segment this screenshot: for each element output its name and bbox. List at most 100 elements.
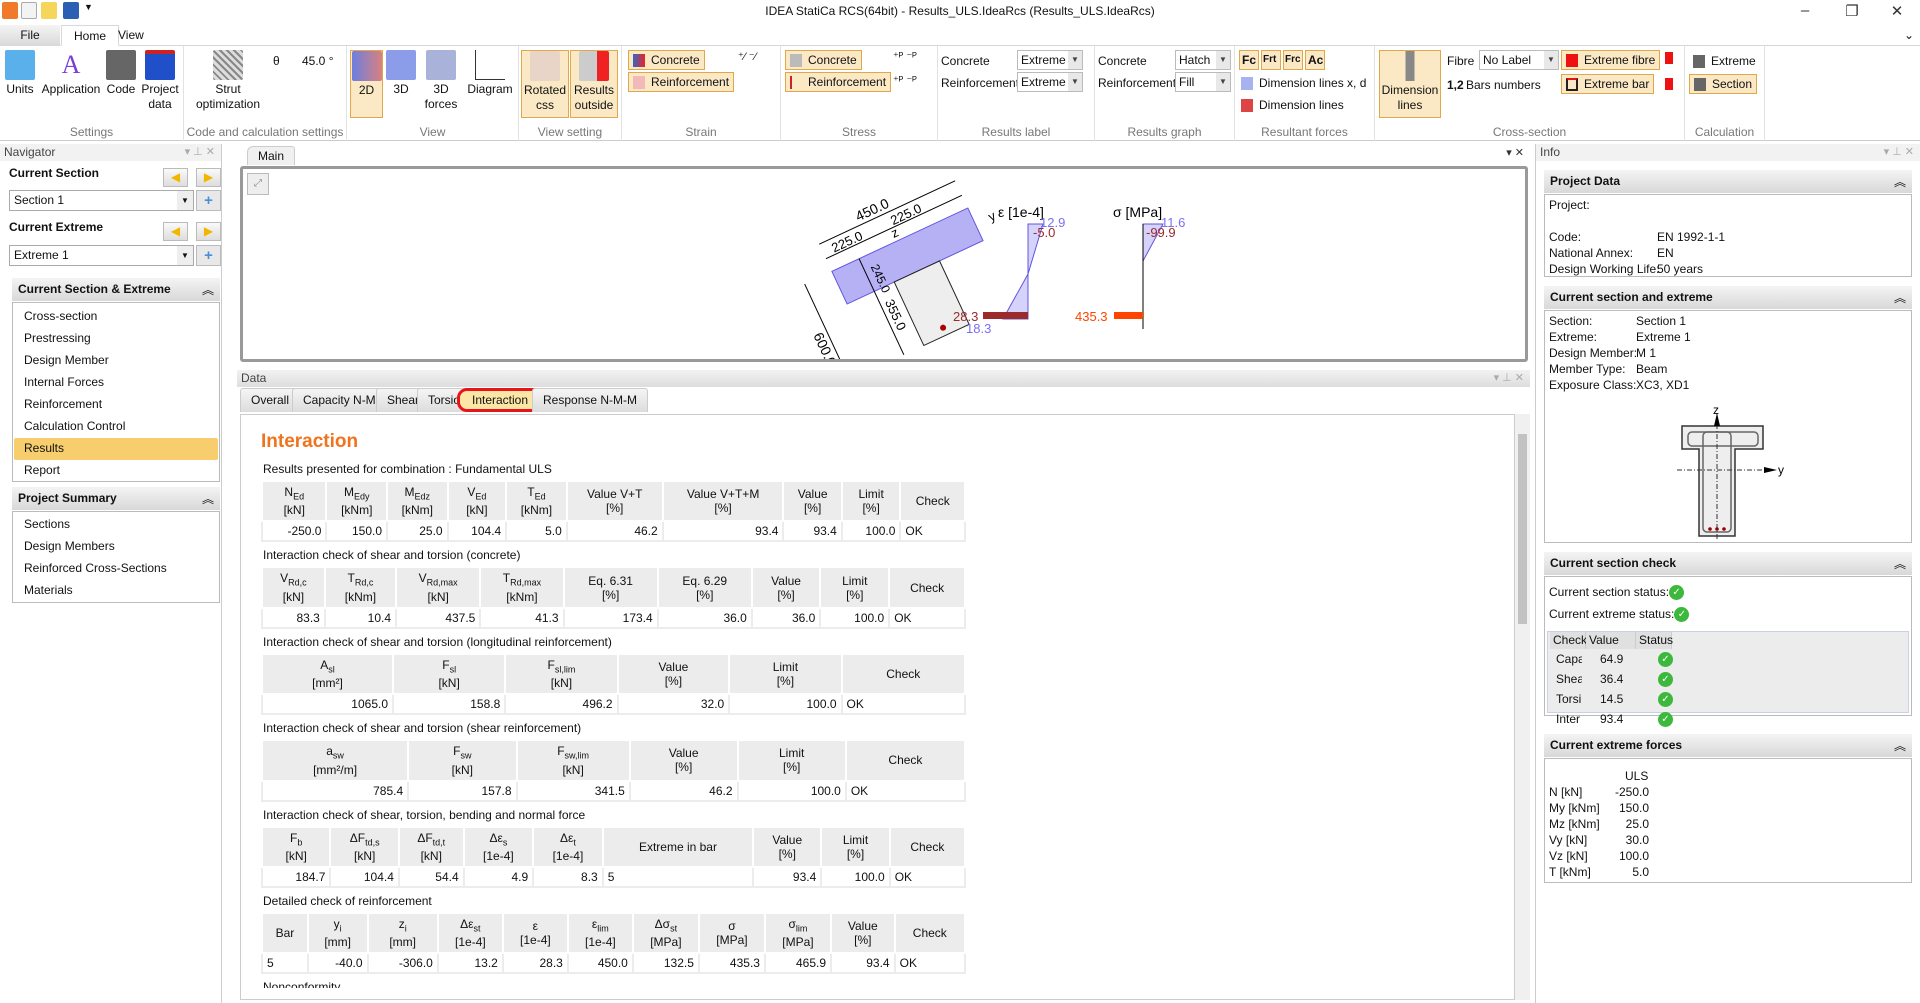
scrollbar-thumb[interactable] (1518, 434, 1527, 624)
tab-home[interactable]: Home (61, 25, 120, 46)
new-file-icon[interactable] (21, 2, 37, 19)
calc-section-button[interactable]: Section (1689, 74, 1758, 94)
tab-file[interactable]: File (0, 25, 60, 46)
panel-controls-icon[interactable]: ▾ ⊥ ✕ (1493, 372, 1524, 384)
strut-optimization-button[interactable]: Strut optimization (188, 50, 268, 112)
theta-value-input[interactable]: 45.0 ° (302, 54, 334, 68)
grid-column-header[interactable]: Value (1586, 632, 1636, 649)
tab-main[interactable]: Main (247, 146, 296, 165)
strain-positive-icon[interactable]: ⁺⁄ ⁻⁄ (738, 51, 757, 63)
info-panel: Info ▾ ⊥ ✕ Project Data ︽ Project: Code: EN … (1535, 144, 1920, 1003)
calc-extreme-button[interactable]: Extreme (1689, 52, 1760, 72)
strain-concrete-button[interactable]: Concrete (628, 50, 705, 70)
section-check-header[interactable]: Current section check ︽ (1544, 552, 1912, 575)
results-scrollbar[interactable] (1515, 414, 1530, 1000)
panel-controls-icon[interactable]: ▾ ⊥ ✕ (1883, 146, 1914, 158)
force-name: Mz [kNm] (1549, 817, 1600, 831)
results-outside-button[interactable]: Results outside (570, 50, 618, 118)
results-label-concrete-select[interactable]: Extreme ▼ (1017, 50, 1083, 70)
grid-column-header[interactable]: Check (1550, 632, 1587, 649)
header-subscript: Ed (534, 491, 546, 502)
nav-item-reinforced-cross-sections[interactable]: Reinforced Cross-Sections (24, 561, 167, 575)
panel-controls-icon[interactable]: ▾ ⊥ ✕ (184, 146, 215, 158)
results-graph-concrete-select[interactable]: Hatch ▼ (1175, 50, 1231, 70)
main-panel-controls-icon[interactable]: ▾ ✕ (1506, 147, 1524, 159)
nav-item-materials[interactable]: Materials (24, 583, 73, 597)
table-cell: 54.4 (397, 865, 465, 888)
restore-button[interactable]: ❐ (1845, 3, 1859, 20)
check-name: Shea (1556, 672, 1582, 686)
open-folder-icon[interactable] (41, 2, 57, 19)
view-3d-forces-button[interactable]: 3D forces (421, 50, 461, 112)
header-subscript: st (473, 923, 481, 934)
stress-reinforcement-button[interactable]: Reinforcement (785, 72, 892, 92)
extreme-fibre-marker-icon[interactable] (1665, 52, 1673, 64)
strain-reinforcement-button[interactable]: Reinforcement (628, 72, 735, 92)
tab-interaction[interactable]: Interaction (457, 388, 544, 412)
project-summary-header[interactable]: Project Summary ︽ (12, 487, 220, 510)
fc-toggle[interactable]: Fc (1239, 50, 1259, 70)
nav-item-internal-forces[interactable]: Internal Forces (24, 375, 105, 389)
extreme-bar-marker-icon[interactable] (1665, 78, 1673, 90)
project-data-button[interactable]: Project data (140, 50, 180, 112)
dimension-lines-button[interactable]: Dimension lines (1237, 96, 1348, 116)
fit-view-icon[interactable]: ⤢ (247, 173, 269, 195)
nav-item-reinforcement[interactable]: Reinforcement (24, 397, 103, 411)
results-label-reinforcement-select[interactable]: Extreme ▼ (1017, 72, 1083, 92)
view-3d-button[interactable]: 3D (385, 50, 417, 97)
close-button[interactable]: ✕ (1890, 3, 1904, 20)
current-section-select[interactable]: Section 1 ▼ (9, 190, 194, 211)
current-section-extreme-header[interactable]: Current Section & Extreme ︽ (12, 278, 220, 301)
section-canvas[interactable]: ⤢ 450.0 225.0 225.0 600.0 355.0 245.0 z (240, 166, 1528, 362)
tab-view[interactable]: View (118, 28, 144, 42)
prev-extreme-button[interactable]: ◀ (163, 222, 188, 241)
add-extreme-button[interactable]: + (196, 245, 221, 266)
rotated-css-button[interactable]: Rotated css (521, 50, 569, 118)
nav-item-design-members[interactable]: Design Members (24, 539, 115, 553)
application-button[interactable]: A Application (39, 50, 103, 97)
cs-dimension-lines-button[interactable]: Dimension lines (1379, 50, 1441, 118)
tab-overall[interactable]: Overall (240, 388, 301, 412)
fibre-select[interactable]: No Label ▼ (1479, 50, 1559, 70)
nav-item-cross-section[interactable]: Cross-section (24, 309, 98, 323)
units-button[interactable]: Units (4, 50, 36, 97)
results-graph-reinforcement-select[interactable]: Fill ▼ (1175, 72, 1231, 92)
nav-item-sections[interactable]: Sections (24, 517, 71, 531)
current-extreme-select[interactable]: Extreme 1 ▼ (9, 245, 194, 266)
dimension-lines-xd-button[interactable]: Dimension lines x, d (1237, 74, 1370, 94)
next-section-button[interactable]: ▶ (196, 168, 221, 187)
grid-column-header[interactable]: Status (1636, 632, 1673, 649)
current-section-label: Current Section (9, 166, 100, 180)
minimize-button[interactable]: – (1800, 2, 1810, 19)
view-2d-button[interactable]: 2D (350, 50, 383, 118)
nav-item-design-member[interactable]: Design Member (24, 353, 109, 367)
nav-item-calculation-control[interactable]: Calculation Control (24, 419, 126, 433)
stress-reinf-sign-icon[interactable]: ⁺ᴾ ⁻ᴾ (893, 75, 917, 87)
prev-section-button[interactable]: ◀ (163, 168, 188, 187)
ac-toggle[interactable]: Ac (1305, 50, 1325, 70)
bars-numbers-toggle[interactable]: Bars numbers (1466, 78, 1541, 92)
frt-toggle[interactable]: Frt (1261, 50, 1281, 70)
extreme-fibre-button[interactable]: Extreme fibre (1561, 50, 1661, 70)
stress-sign-icon[interactable]: ⁺ᴾ ⁻ᴾ (893, 51, 917, 63)
save-icon[interactable] (63, 2, 79, 19)
nav-item-prestressing[interactable]: Prestressing (24, 331, 91, 345)
table-cell: 25.0 (386, 520, 449, 543)
tab-response-n-m-m[interactable]: Response N-M-M (532, 388, 649, 412)
add-section-button[interactable]: + (196, 190, 221, 211)
extreme-forces-header[interactable]: Current extreme forces ︽ (1544, 734, 1912, 757)
collapse-ribbon-icon[interactable]: ⌄ (1904, 28, 1915, 42)
header-subscript: st (670, 923, 678, 934)
nav-item-report[interactable]: Report (24, 463, 61, 477)
extreme-bar-button[interactable]: Extreme bar (1561, 74, 1655, 94)
code-button[interactable]: Code (104, 50, 138, 97)
next-extreme-button[interactable]: ▶ (196, 222, 221, 241)
header-symbol: Check (910, 580, 945, 595)
frc-toggle[interactable]: Frc (1283, 50, 1303, 70)
current-section-header[interactable]: Current section and extreme ︽ (1544, 286, 1912, 309)
diagram-button[interactable]: Diagram (465, 50, 515, 97)
customize-quick-access-icon[interactable]: ▼ (84, 2, 93, 12)
nav-item-results[interactable]: Results (14, 438, 218, 460)
stress-concrete-button[interactable]: Concrete (785, 50, 862, 70)
project-data-header[interactable]: Project Data ︽ (1544, 170, 1912, 193)
